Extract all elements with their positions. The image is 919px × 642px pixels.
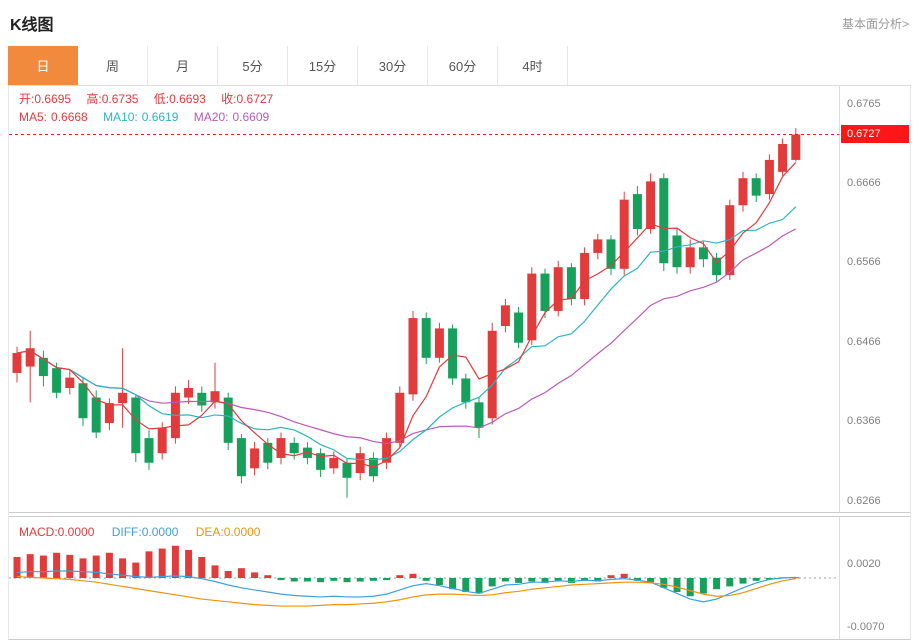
- ma-info: MA5: 0.6668 MA10: 0.6619 MA20: 0.6609: [19, 108, 285, 126]
- low-value: 低:0.6693: [153, 92, 206, 106]
- macd-axis: 0.0020 -0.0070: [839, 517, 910, 639]
- chart-area: 开:0.6695 高:0.6735 低:0.6693 收:0.6727 MA5:…: [8, 86, 911, 640]
- ma20-value: MA20: 0.6609: [193, 110, 270, 124]
- tab-5min[interactable]: 5分: [218, 46, 288, 85]
- candlestick-svg: [9, 128, 839, 498]
- price-axis-tick: 0.6765: [847, 98, 881, 111]
- fundamental-analysis-link[interactable]: 基本面分析>: [841, 16, 909, 31]
- price-axis-tick: 0.6566: [847, 256, 881, 269]
- tab-30min[interactable]: 30分: [358, 46, 428, 85]
- candles: [12, 128, 801, 498]
- macd-value: MACD:0.0000: [19, 525, 95, 539]
- price-axis-tick: 0.6266: [847, 494, 881, 507]
- macd-svg: [9, 545, 839, 607]
- tab-week[interactable]: 周: [78, 46, 148, 85]
- price-axis: 0.6765 0.6666 0.6566 0.6466 0.6366 0.6266 0.67…: [839, 86, 910, 512]
- period-tabbar: 日 周 月 5分 15分 30分 60分 4时: [8, 46, 911, 86]
- page-header: K线图 基本面分析>: [0, 0, 919, 46]
- ma5-value: MA5: 0.6668: [19, 110, 88, 124]
- page-title: K线图: [10, 17, 54, 34]
- panel-divider: [9, 512, 910, 517]
- macd-axis-tick: 0.0020: [847, 557, 881, 570]
- macd-axis-tick: -0.0070: [847, 621, 885, 634]
- macd-chart[interactable]: MACD:0.0000 DIFF:0.0000 DEA:0.0000 0.002…: [9, 517, 910, 639]
- candlestick-chart[interactable]: 开:0.6695 高:0.6735 低:0.6693 收:0.6727 MA5:…: [9, 86, 910, 512]
- dea-line: [16, 575, 796, 607]
- ma10-line: [16, 206, 797, 461]
- macd-info: MACD:0.0000 DIFF:0.0000 DEA:0.0000: [19, 523, 274, 541]
- close-value: 收:0.6727: [221, 92, 274, 106]
- ma5-line: [16, 162, 797, 468]
- price-axis-tick: 0.6666: [847, 176, 881, 189]
- high-value: 高:0.6735: [86, 92, 139, 106]
- last-price-badge: 0.6727: [841, 125, 909, 144]
- price-axis-tick: 0.6466: [847, 335, 881, 348]
- tab-4hour[interactable]: 4时: [498, 46, 568, 85]
- open-value: 开:0.6695: [19, 92, 72, 106]
- price-axis-tick: 0.6366: [847, 415, 881, 428]
- ohlc-info: 开:0.6695 高:0.6735 低:0.6693 收:0.6727: [19, 90, 285, 108]
- ma20-line: [16, 228, 797, 445]
- dea-value: DEA:0.0000: [195, 525, 261, 539]
- ma10-value: MA10: 0.6619: [103, 110, 179, 124]
- tab-month[interactable]: 月: [148, 46, 218, 85]
- diff-value: DIFF:0.0000: [111, 525, 179, 539]
- macd-histogram: [13, 545, 800, 597]
- chart-info-overlay: 开:0.6695 高:0.6735 低:0.6693 收:0.6727 MA5:…: [19, 90, 285, 126]
- tab-15min[interactable]: 15分: [288, 46, 358, 85]
- tab-day[interactable]: 日: [8, 46, 78, 85]
- diff-line: [16, 570, 796, 603]
- tab-60min[interactable]: 60分: [428, 46, 498, 85]
